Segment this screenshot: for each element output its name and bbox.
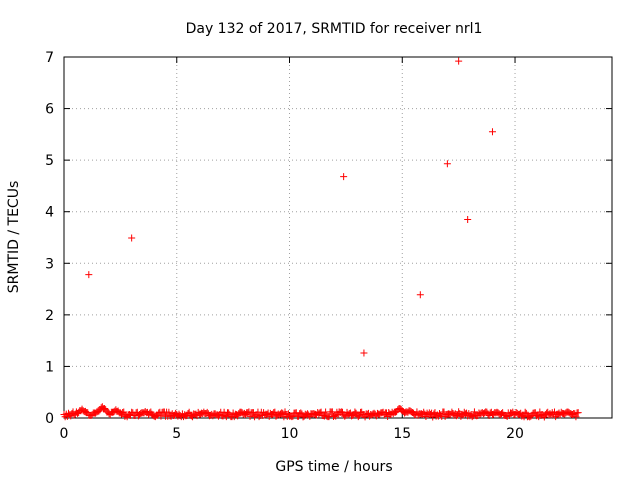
x-tick-label: 5 bbox=[172, 426, 181, 442]
data-point bbox=[574, 409, 582, 417]
outlier-point bbox=[416, 291, 424, 299]
y-tick-label: 4 bbox=[45, 205, 54, 221]
x-tick-label: 15 bbox=[393, 426, 411, 442]
data-point bbox=[572, 413, 580, 421]
x-tick-label: 10 bbox=[281, 426, 299, 442]
outlier-point bbox=[360, 349, 368, 357]
outlier-point bbox=[455, 57, 463, 65]
y-tick-label: 1 bbox=[45, 359, 54, 375]
outlier-point bbox=[128, 234, 136, 242]
data-point bbox=[521, 408, 529, 416]
y-tick-label: 3 bbox=[45, 256, 54, 272]
outlier-point bbox=[85, 271, 93, 279]
x-axis-label: GPS time / hours bbox=[275, 459, 392, 475]
plot-frame bbox=[63, 56, 613, 419]
chart-title: Day 132 of 2017, SRMTID for receiver nrl… bbox=[186, 21, 483, 37]
x-tick-label: 20 bbox=[506, 426, 524, 442]
data-points bbox=[60, 57, 582, 421]
y-tick-label: 7 bbox=[45, 50, 54, 66]
data-point bbox=[470, 408, 478, 416]
y-tick-label: 6 bbox=[45, 102, 54, 118]
outlier-point bbox=[443, 160, 451, 168]
y-tick-label: 5 bbox=[45, 153, 54, 169]
y-tick-label: 0 bbox=[45, 411, 54, 427]
grid bbox=[64, 57, 612, 418]
data-point bbox=[255, 413, 263, 421]
y-axis-label: SRMTID / TECUs bbox=[6, 181, 22, 294]
data-point bbox=[354, 413, 362, 421]
y-tick-label: 2 bbox=[45, 308, 54, 324]
data-point bbox=[297, 409, 305, 417]
outlier-point bbox=[488, 128, 496, 136]
data-point bbox=[341, 412, 349, 420]
outlier-point bbox=[340, 173, 348, 181]
data-point bbox=[101, 405, 109, 413]
x-tick-label: 0 bbox=[60, 426, 69, 442]
y-axis: 0 1 2 3 4 5 6 7 bbox=[45, 50, 612, 427]
data-point bbox=[185, 408, 193, 416]
data-point bbox=[165, 408, 173, 416]
data-point bbox=[429, 413, 437, 421]
x-axis: 0 5 10 15 20 bbox=[60, 57, 524, 442]
outlier-point bbox=[464, 215, 472, 223]
data-point bbox=[468, 413, 476, 421]
